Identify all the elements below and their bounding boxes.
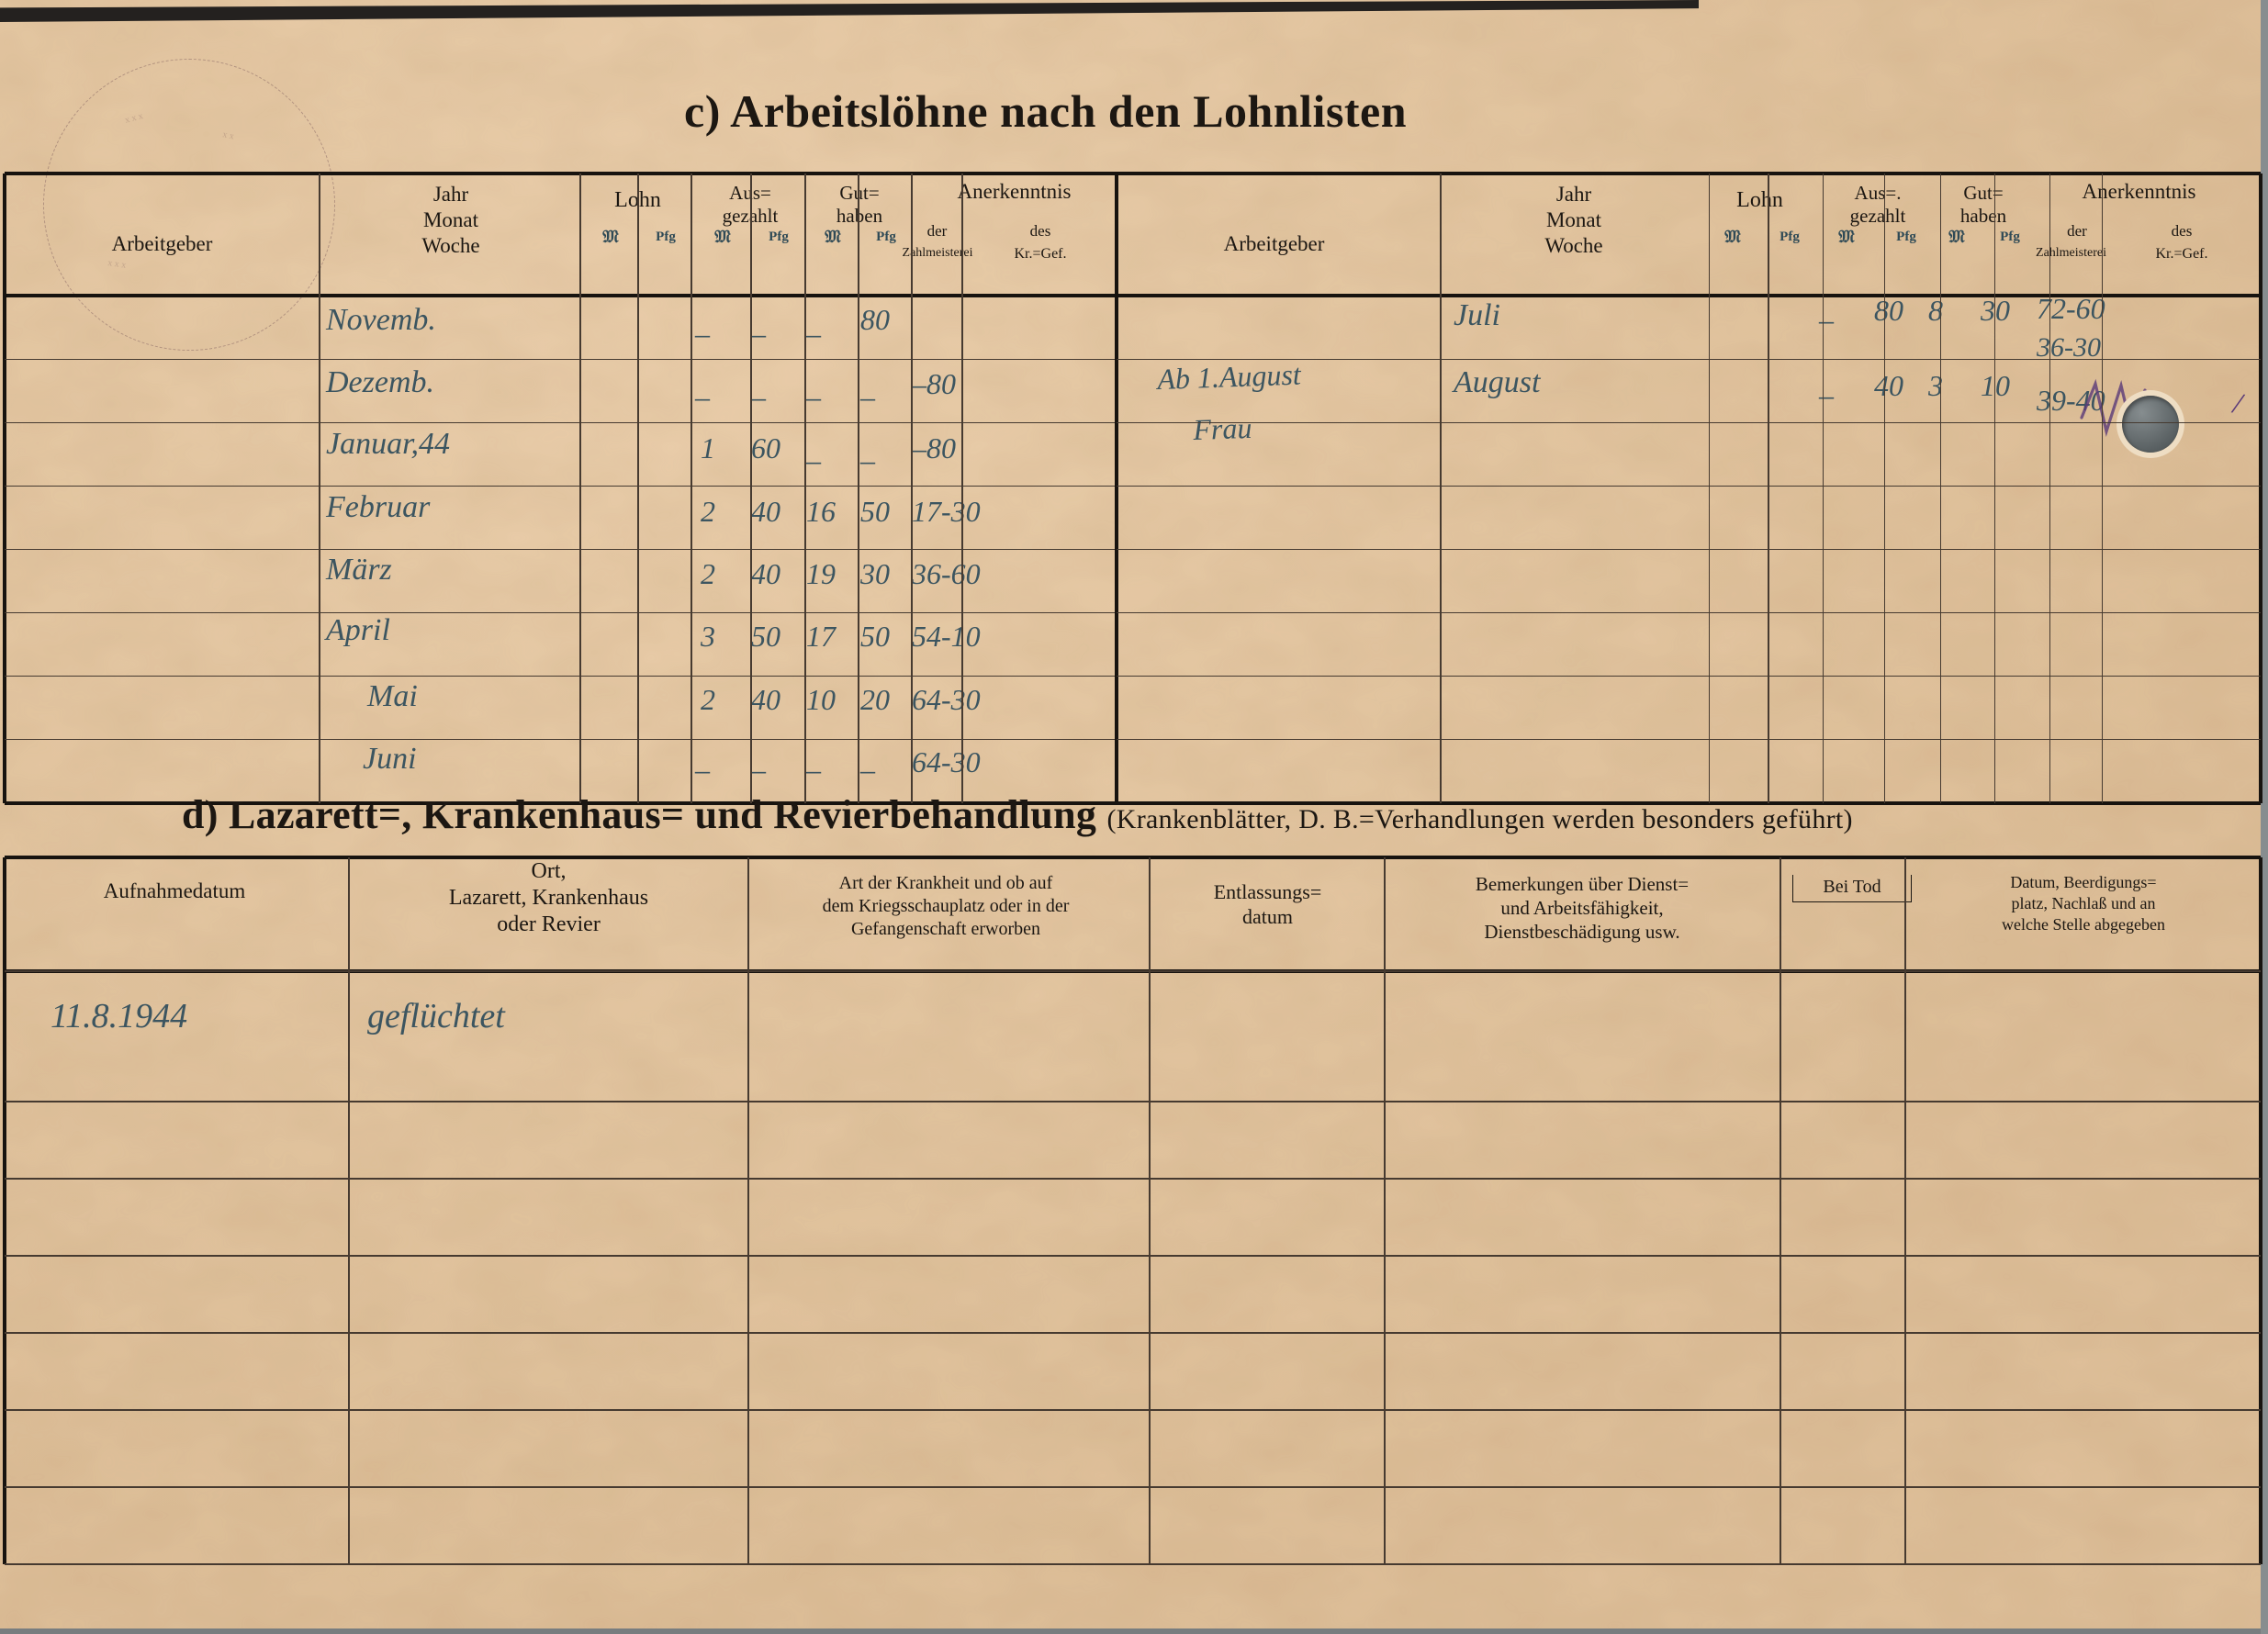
svg-text:x x x: x x x xyxy=(124,111,144,126)
svg-text:x x x: x x x xyxy=(107,258,127,271)
svg-text:x x: x x xyxy=(221,129,235,141)
